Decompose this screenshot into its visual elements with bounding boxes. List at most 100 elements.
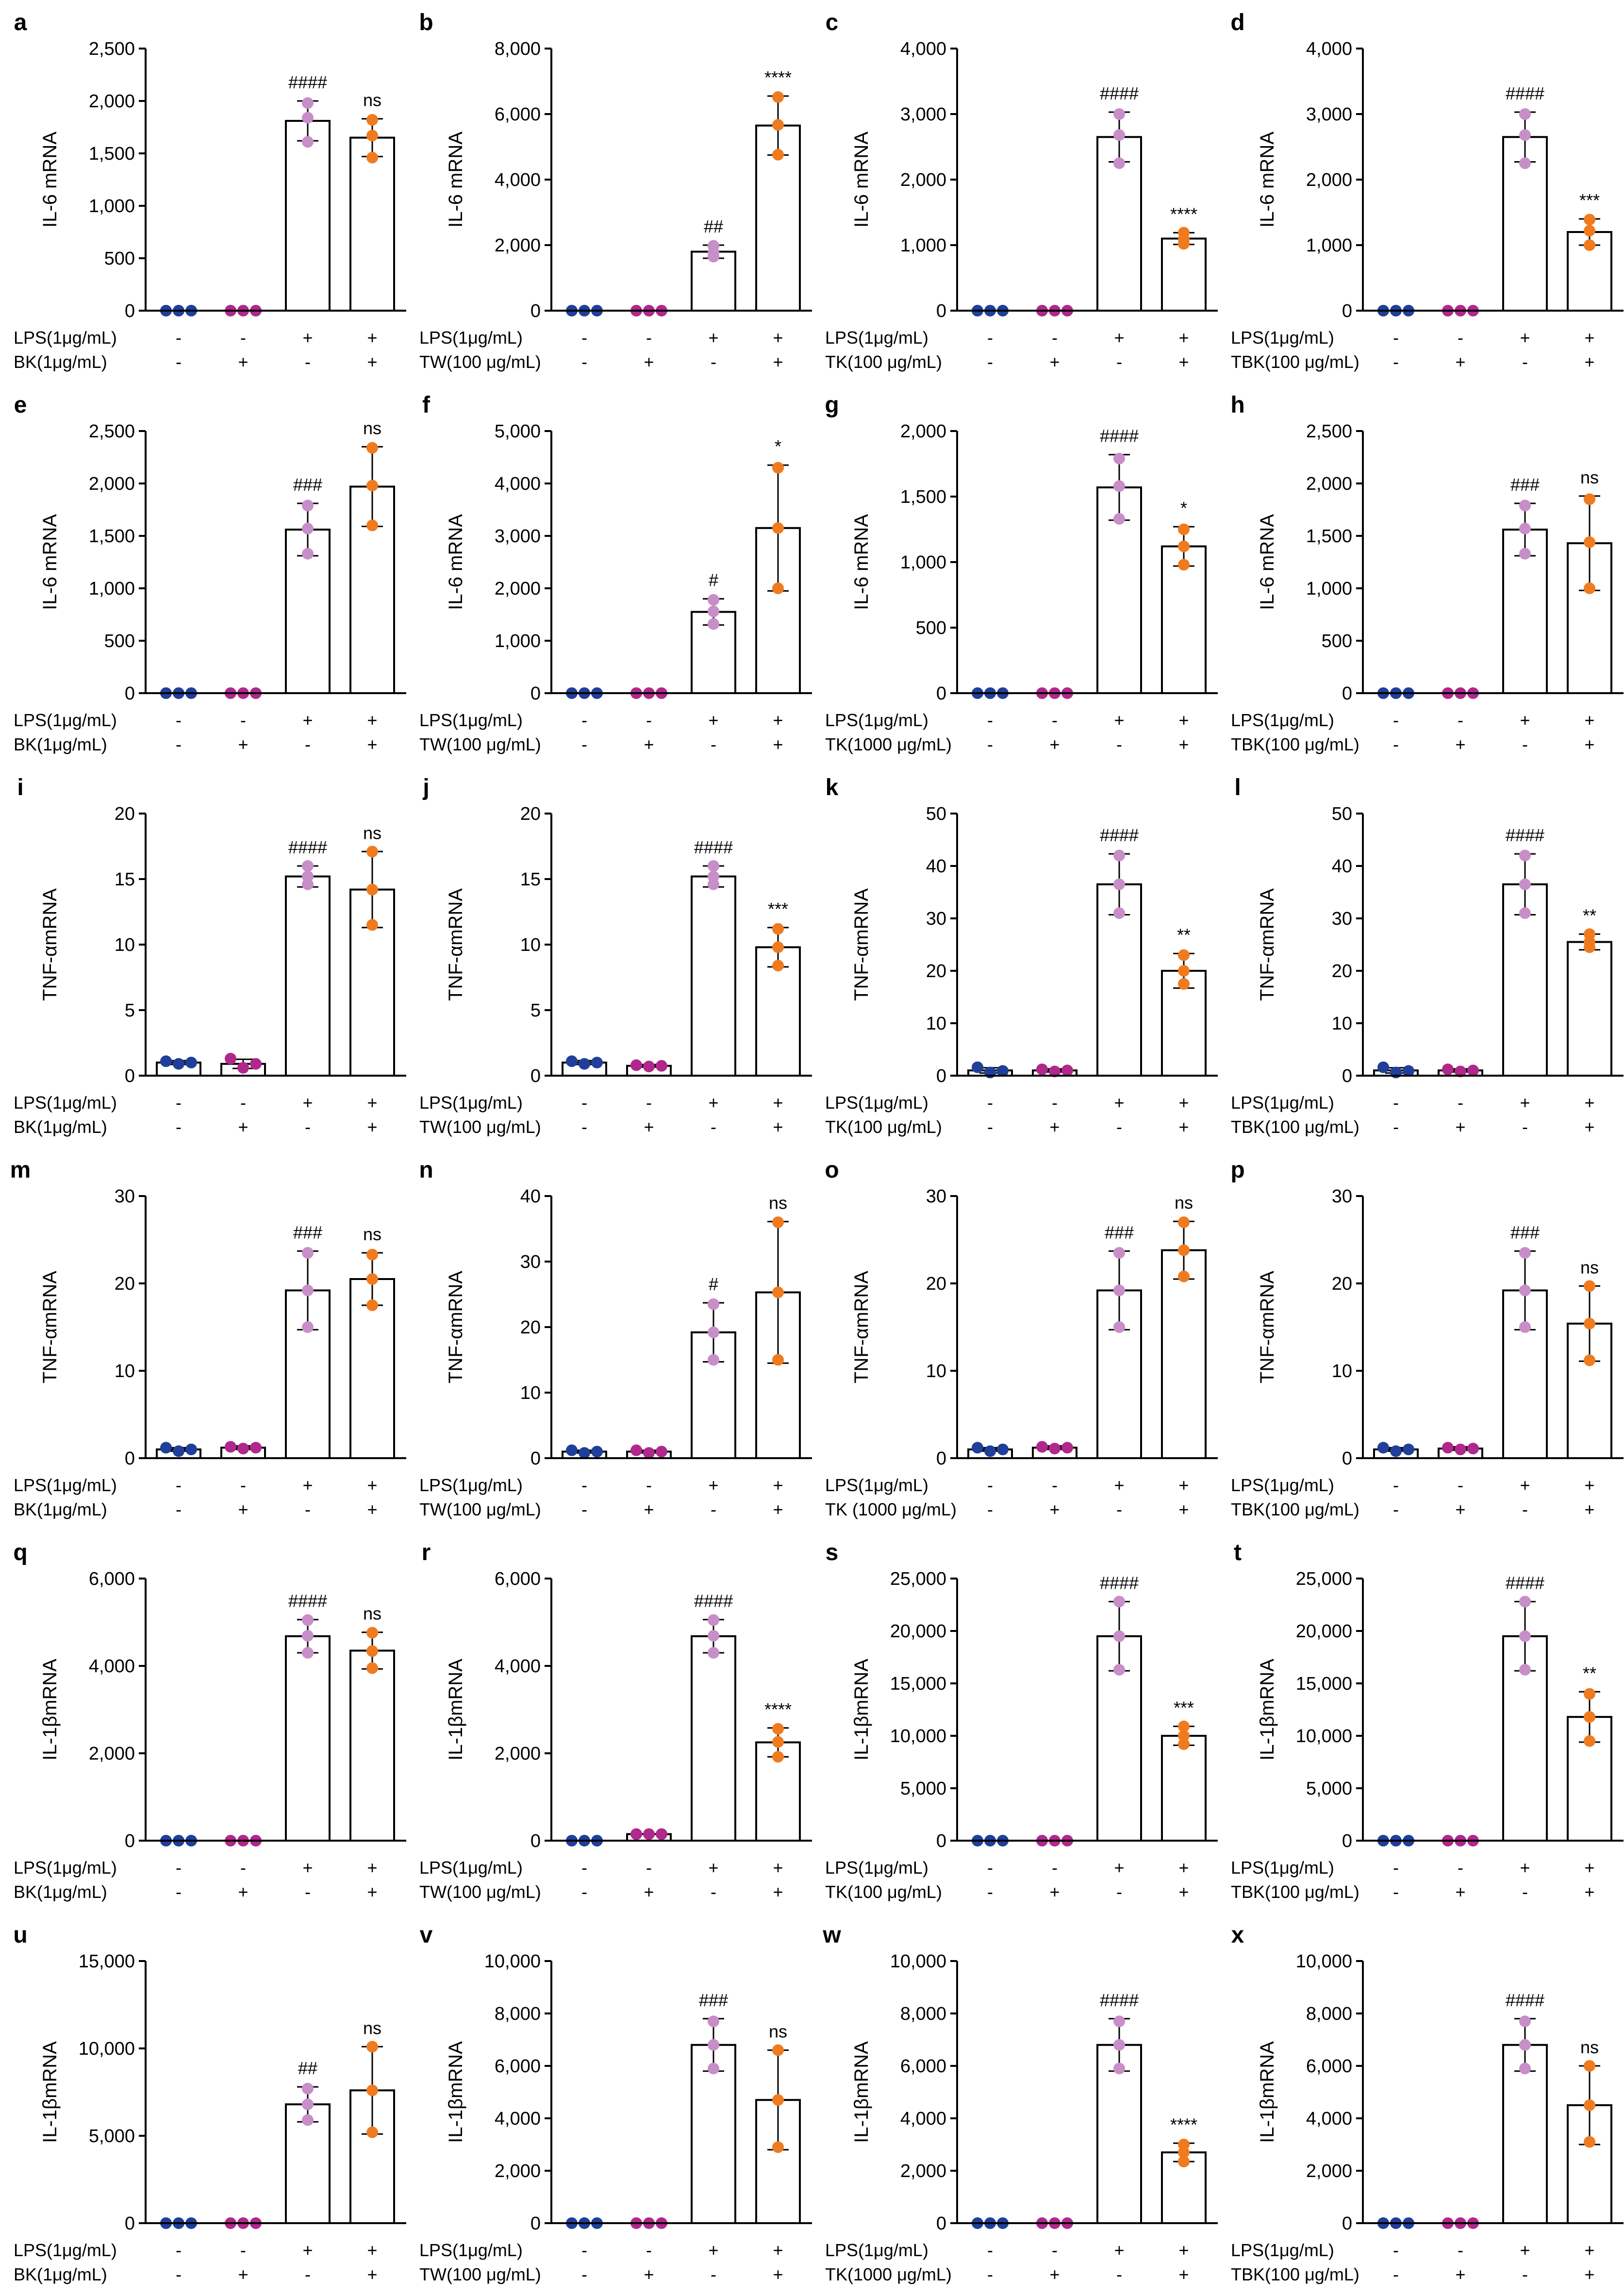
panel-a: a 0 500 1,000 1,500 2,000 2,500 IL-6 mRNA #### ns… xyxy=(0,0,406,382)
significance-label: ns xyxy=(1580,1257,1599,1277)
condition-row-label: TBK(100 μg/mL) xyxy=(1231,352,1359,372)
data-point xyxy=(1519,2039,1531,2051)
y-tick-label: 2,500 xyxy=(1306,421,1352,442)
condition-sign: - xyxy=(987,2240,993,2260)
condition-sign: - xyxy=(987,2264,993,2284)
condition-sign: - xyxy=(711,1117,716,1137)
data-point xyxy=(366,519,378,532)
y-tick-label: 15,000 xyxy=(1296,1674,1352,1694)
data-point xyxy=(173,1058,184,1070)
condition-row-label: TBK(100 μg/mL) xyxy=(1231,1882,1359,1902)
y-tick-label: 8,000 xyxy=(1306,2004,1352,2024)
data-point xyxy=(630,1828,642,1840)
condition-sign: - xyxy=(1393,2264,1399,2284)
significance-label: ** xyxy=(1177,925,1191,945)
data-point xyxy=(302,2098,314,2111)
panel-b: b 0 2,000 4,000 6,000 8,000 IL-6 mRNA ## **** LPS… xyxy=(406,0,812,382)
condition-row-label: TW(100 μg/mL) xyxy=(419,1117,541,1137)
significance-label: #### xyxy=(1100,825,1139,845)
panel-n: n 0 10 20 30 40 TNF-αmRNA # ns LPS(1μg/mL) - - + + TW(… xyxy=(406,1148,812,1530)
condition-sign: - xyxy=(1393,1499,1399,1519)
data-point xyxy=(772,1751,784,1763)
y-tick-label: 1,000 xyxy=(89,579,135,599)
y-axis-label: TNF-αmRNA xyxy=(39,888,61,1001)
data-point xyxy=(1584,1317,1595,1330)
data-point xyxy=(1178,965,1190,977)
condition-sign: + xyxy=(302,1093,313,1113)
data-point xyxy=(366,2084,378,2096)
data-point xyxy=(366,2126,378,2138)
y-tick-label: 20,000 xyxy=(890,1621,946,1642)
data-point xyxy=(1455,1065,1466,1078)
data-point xyxy=(237,1062,249,1074)
data-point xyxy=(1113,452,1125,465)
condition-sign: - xyxy=(1052,710,1058,730)
condition-sign: + xyxy=(1584,352,1594,372)
data-point xyxy=(1442,1442,1454,1454)
y-tick-label: 2,500 xyxy=(89,39,135,59)
data-point xyxy=(1113,2015,1125,2028)
condition-sign: - xyxy=(1116,1117,1122,1137)
data-point xyxy=(708,594,719,606)
data-point xyxy=(1584,582,1595,594)
y-tick-label: 2,000 xyxy=(1306,474,1352,494)
significance-label: ** xyxy=(1583,1663,1596,1683)
condition-row-label: LPS(1μg/mL) xyxy=(825,1475,928,1495)
condition-sign: + xyxy=(1455,352,1465,372)
condition-sign: - xyxy=(581,352,587,372)
data-point xyxy=(1113,2039,1125,2051)
data-point xyxy=(772,2094,784,2106)
condition-sign: - xyxy=(987,1117,993,1137)
chart-p: p 0 10 20 30 TNF-αmRNA ### ns LPS(1μg/mL) - - + + TBK… xyxy=(1230,1157,1624,1519)
panel-r: r 0 2,000 4,000 6,000 IL-1βmRNA #### **** LPS(1μ… xyxy=(406,1530,812,1912)
data-point xyxy=(302,1284,314,1297)
condition-sign: + xyxy=(238,2264,248,2284)
data-point xyxy=(1519,2015,1531,2028)
condition-row-label: LPS(1μg/mL) xyxy=(1231,2240,1334,2260)
chart-a: a 0 500 1,000 1,500 2,000 2,500 IL-6 mRNA #### ns… xyxy=(14,10,406,372)
data-point xyxy=(1061,1442,1073,1454)
data-point xyxy=(579,1058,590,1070)
y-tick-label: 2,000 xyxy=(495,2161,541,2181)
data-point xyxy=(772,582,784,594)
bar xyxy=(285,1635,331,1842)
y-tick-label: 0 xyxy=(1342,1448,1352,1469)
condition-sign: - xyxy=(305,1117,311,1137)
data-point xyxy=(366,919,378,931)
y-tick-label: 5 xyxy=(530,1000,541,1021)
panel-letter: o xyxy=(825,1157,839,1183)
y-tick-label: 2,000 xyxy=(89,1744,135,1764)
condition-row-label: TK(1000 μg/mL) xyxy=(825,2264,952,2284)
condition-sign: - xyxy=(1458,1093,1463,1113)
condition-sign: + xyxy=(708,710,718,730)
condition-sign: + xyxy=(1520,710,1530,730)
y-tick-label: 2,500 xyxy=(89,421,135,442)
significance-label: ns xyxy=(769,2022,787,2042)
condition-sign: - xyxy=(176,352,182,372)
condition-sign: - xyxy=(305,734,311,754)
data-point xyxy=(708,860,719,872)
significance-label: #### xyxy=(1506,825,1544,845)
data-point xyxy=(643,1828,655,1840)
y-tick-label: 5,000 xyxy=(900,1779,946,1799)
panel-c: c 0 1,000 2,000 3,000 4,000 IL-6 mRNA #### **** L… xyxy=(812,0,1218,382)
data-point xyxy=(772,2141,784,2153)
condition-sign: + xyxy=(367,2240,377,2260)
panel-letter: g xyxy=(825,392,839,418)
condition-sign: - xyxy=(711,1882,716,1902)
chart-x: x 0 2,000 4,000 6,000 8,000 10,000 IL-1βmRNA ###… xyxy=(1231,1922,1624,2284)
chart-n: n 0 10 20 30 40 TNF-αmRNA # ns LPS(1μg/mL) - - + + TW(… xyxy=(419,1157,812,1519)
condition-sign: - xyxy=(581,1093,587,1113)
data-point xyxy=(1178,978,1190,990)
condition-sign: - xyxy=(305,352,311,372)
condition-row-label: BK(1μg/mL) xyxy=(14,1499,107,1519)
condition-row-label: BK(1μg/mL) xyxy=(14,1882,107,1902)
condition-sign: - xyxy=(646,1093,652,1113)
y-tick-label: 2,000 xyxy=(900,421,946,442)
condition-row-label: LPS(1μg/mL) xyxy=(14,1475,117,1495)
panel-h: h 0 500 1,000 1,500 2,000 2,500 IL-6 mRNA ### ns L… xyxy=(1217,382,1624,765)
significance-label: #### xyxy=(288,837,327,857)
condition-row-label: LPS(1μg/mL) xyxy=(419,1475,523,1495)
condition-sign: - xyxy=(176,1117,182,1137)
data-point xyxy=(366,2041,378,2053)
